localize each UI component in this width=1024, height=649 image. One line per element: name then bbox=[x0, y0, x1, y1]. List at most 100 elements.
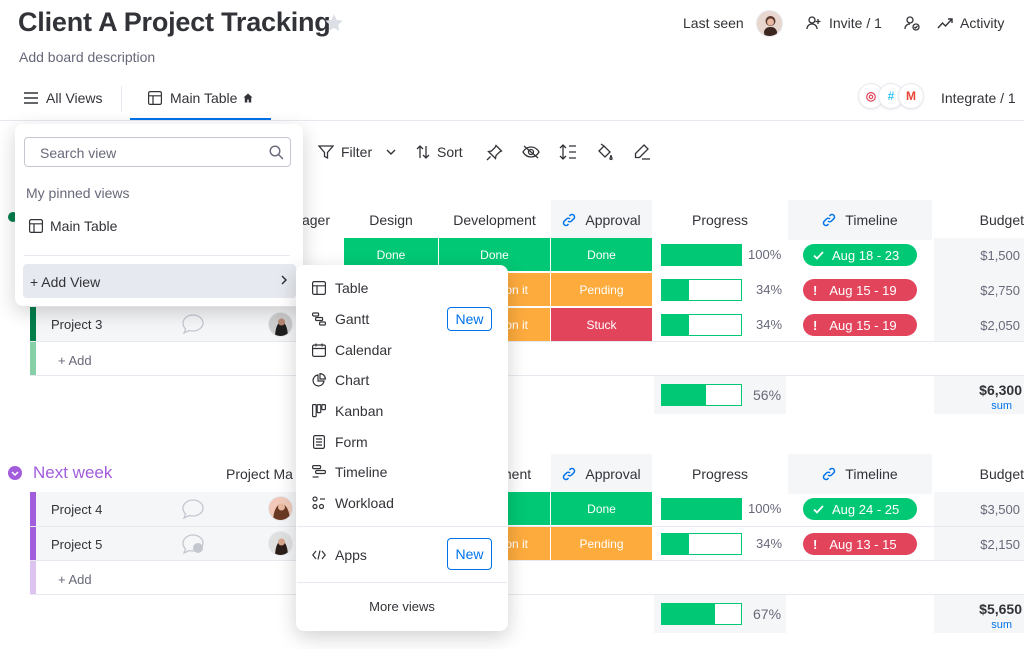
budget-value[interactable]: $2,150 bbox=[980, 537, 1020, 552]
filter-button[interactable]: Filter bbox=[318, 140, 396, 164]
project-name[interactable]: Project 4 bbox=[51, 502, 103, 517]
col-head-progress[interactable]: Progress bbox=[691, 212, 749, 228]
menu-item-apps[interactable]: Apps bbox=[311, 545, 367, 565]
approval-status[interactable]: Stuck bbox=[551, 308, 652, 341]
menu-item-chart[interactable]: Chart bbox=[311, 370, 369, 390]
menu-divider bbox=[297, 582, 507, 583]
col-head-timeline[interactable]: Timeline bbox=[788, 454, 932, 494]
col-head-budget[interactable]: Budget bbox=[979, 466, 1024, 482]
menu-item-table[interactable]: Table bbox=[311, 278, 368, 298]
activity-button[interactable]: Activity bbox=[937, 10, 1004, 36]
progress-fill bbox=[662, 315, 689, 335]
progress-fill bbox=[662, 534, 689, 554]
tab-main-table[interactable]: Main Table bbox=[148, 86, 253, 110]
link-icon bbox=[822, 213, 836, 227]
col-head-progress[interactable]: Progress bbox=[691, 466, 749, 482]
group-title[interactable]: Next week bbox=[33, 463, 113, 482]
link-icon bbox=[562, 467, 576, 481]
menu-item-calendar[interactable]: Calendar bbox=[311, 340, 392, 360]
budget-value[interactable]: $1,500 bbox=[980, 248, 1020, 263]
comment-with-count-icon[interactable] bbox=[181, 533, 205, 555]
col-head-budget[interactable]: Budget bbox=[979, 212, 1024, 228]
menu-item-label: Form bbox=[335, 434, 368, 450]
board-description[interactable]: Add board description bbox=[19, 49, 156, 65]
comment-icon[interactable] bbox=[181, 313, 205, 335]
group-collapse-icon[interactable] bbox=[8, 212, 18, 222]
approval-status[interactable]: Pending bbox=[551, 527, 652, 560]
budget-value[interactable]: $2,750 bbox=[980, 283, 1020, 298]
alert-icon: ! bbox=[813, 282, 818, 298]
comment-icon[interactable] bbox=[181, 498, 205, 520]
add-item-button[interactable]: + Add bbox=[58, 572, 92, 587]
last-seen[interactable]: Last seen bbox=[683, 9, 783, 37]
add-item-button[interactable]: + Add bbox=[58, 353, 92, 368]
calendar-icon bbox=[311, 343, 327, 357]
hide-icon[interactable] bbox=[522, 145, 540, 159]
menu-item-timeline[interactable]: Timeline bbox=[311, 462, 387, 482]
timeline-pill[interactable]: Aug 24 - 25 bbox=[803, 498, 917, 520]
menu-item-label: Workload bbox=[335, 495, 394, 511]
pin-icon[interactable] bbox=[486, 144, 503, 161]
add-person-icon bbox=[806, 15, 822, 31]
timeline-label: Aug 13 - 15 bbox=[829, 536, 897, 552]
integration-logos[interactable]: ◎ # M bbox=[858, 83, 924, 109]
star-icon[interactable] bbox=[323, 12, 345, 34]
tab-main-table-label: Main Table bbox=[170, 90, 238, 106]
group-color-bar bbox=[30, 561, 36, 594]
table-icon bbox=[311, 281, 327, 295]
row-height-icon[interactable] bbox=[559, 143, 577, 161]
add-view-menu bbox=[296, 265, 508, 631]
approval-status[interactable]: Pending bbox=[551, 273, 652, 306]
budget-column-bg bbox=[934, 238, 1024, 341]
timeline-pill[interactable]: Aug 18 - 23 bbox=[803, 244, 917, 266]
group-collapse-icon[interactable] bbox=[8, 466, 22, 480]
search-placeholder: Search view bbox=[40, 145, 117, 161]
tab-all-views[interactable]: All Views bbox=[24, 86, 103, 110]
col-head-design[interactable]: Design bbox=[369, 212, 413, 228]
timeline-pill[interactable]: ! Aug 15 - 19 bbox=[803, 314, 917, 336]
col-head-timeline-label: Timeline bbox=[845, 466, 898, 482]
col-head-timeline[interactable]: Timeline bbox=[788, 200, 932, 240]
group-color-bar bbox=[30, 307, 36, 341]
col-head-manager[interactable]: ager bbox=[301, 212, 331, 228]
timeline-pill[interactable]: ! Aug 15 - 19 bbox=[803, 279, 917, 301]
menu-item-form[interactable]: Form bbox=[311, 432, 368, 452]
avatar[interactable] bbox=[268, 496, 293, 521]
row-divider bbox=[30, 560, 1024, 561]
menu-item-kanban[interactable]: Kanban bbox=[311, 401, 383, 421]
timeline-label: Aug 15 - 19 bbox=[829, 282, 897, 298]
project-name[interactable]: Project 5 bbox=[51, 537, 103, 552]
edit-icon[interactable] bbox=[633, 143, 651, 161]
menu-item-workload[interactable]: Workload bbox=[311, 493, 394, 513]
summary-budget: $5,650 bbox=[979, 601, 1022, 617]
col-head-approval[interactable]: Approval bbox=[551, 200, 652, 240]
link-icon bbox=[822, 467, 836, 481]
progress-value: 34% bbox=[756, 282, 783, 297]
avatar[interactable] bbox=[755, 9, 783, 37]
add-view-button[interactable]: + Add View bbox=[23, 264, 296, 298]
pinned-view-main-table[interactable]: Main Table bbox=[29, 218, 117, 234]
integrate-button[interactable]: Integrate / 1 bbox=[941, 90, 1016, 106]
avatar[interactable] bbox=[268, 312, 293, 337]
col-head-project-manager[interactable]: Project Ma bbox=[226, 466, 293, 482]
sort-button[interactable]: Sort bbox=[416, 140, 463, 164]
approval-status[interactable]: Done bbox=[551, 238, 652, 271]
menu-item-gantt[interactable]: Gantt bbox=[311, 309, 369, 329]
menu-divider bbox=[297, 526, 507, 527]
col-head-development[interactable]: Development bbox=[453, 212, 536, 228]
approval-status[interactable]: Done bbox=[551, 492, 652, 525]
avatar[interactable] bbox=[268, 531, 293, 556]
color-fill-icon[interactable] bbox=[596, 143, 614, 161]
board-title[interactable]: Client A Project Tracking bbox=[18, 7, 331, 37]
progress-fill bbox=[662, 280, 689, 300]
search-view-input[interactable]: Search view bbox=[24, 137, 291, 167]
more-views-button[interactable]: More views bbox=[369, 599, 435, 614]
budget-value[interactable]: $3,500 bbox=[980, 502, 1020, 517]
integrations-icon[interactable] bbox=[903, 10, 921, 36]
col-head-approval[interactable]: Approval bbox=[551, 454, 652, 494]
table-icon bbox=[148, 91, 162, 105]
project-name[interactable]: Project 3 bbox=[51, 317, 103, 332]
timeline-pill[interactable]: ! Aug 13 - 15 bbox=[803, 533, 917, 555]
invite-button[interactable]: Invite / 1 bbox=[806, 10, 882, 36]
budget-value[interactable]: $2,050 bbox=[980, 318, 1020, 333]
